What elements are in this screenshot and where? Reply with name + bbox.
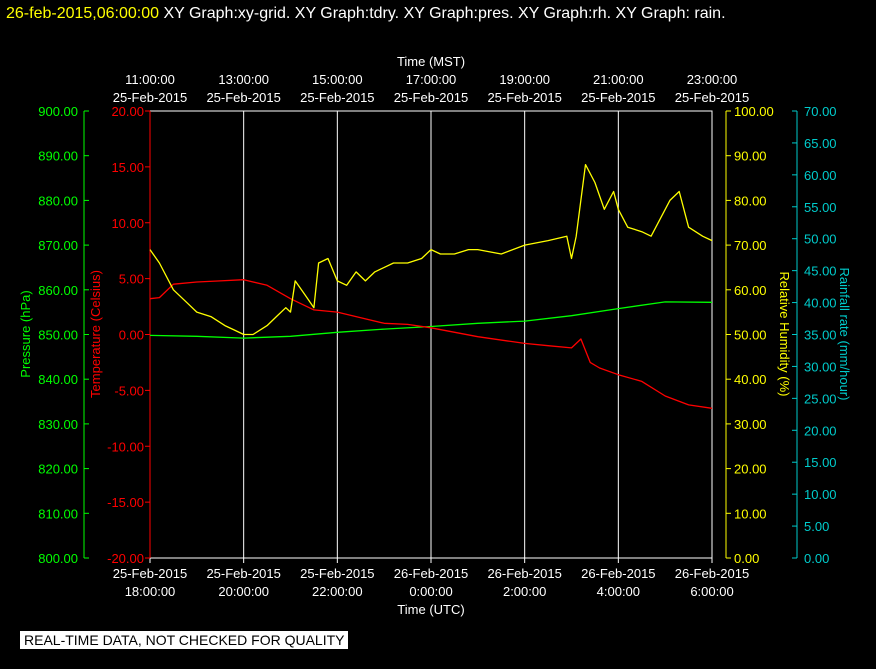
- rainfall-tick-label: 25.00: [804, 391, 837, 406]
- top-tick-date-label: 25-Feb-2015: [675, 90, 749, 105]
- humidity-tick-label: 30.00: [734, 417, 767, 432]
- humidity-series-line: [149, 163, 713, 336]
- temperature-tick-label: 15.00: [111, 160, 144, 175]
- top-tick-date-label: 25-Feb-2015: [394, 90, 468, 105]
- humidity-axis-title: Relative Humidity (%): [777, 272, 792, 397]
- rainfall-tick-label: 40.00: [804, 296, 837, 311]
- rainfall-tick-label: 70.00: [804, 104, 837, 119]
- humidity-tick-label: 70.00: [734, 238, 767, 253]
- rainfall-tick-label: 60.00: [804, 168, 837, 183]
- top-tick-date-label: 25-Feb-2015: [581, 90, 655, 105]
- temperature-axis-title: Temperature (Celsius): [88, 270, 103, 398]
- pressure-tick-label: 830.00: [38, 417, 78, 432]
- bottom-tick-date-label: 25-Feb-2015: [206, 566, 280, 581]
- bottom-tick-time-label: 22:00:00: [312, 584, 363, 599]
- quality-banner: REAL-TIME DATA, NOT CHECKED FOR QUALITY: [20, 631, 349, 649]
- top-tick-time-label: 23:00:00: [687, 72, 738, 87]
- bottom-tick-date-label: 26-Feb-2015: [675, 566, 749, 581]
- bottom-tick-time-label: 20:00:00: [218, 584, 269, 599]
- temperature-tick-label: 10.00: [111, 216, 144, 231]
- top-axis-title: Time (MST): [397, 54, 465, 69]
- top-tick-date-label: 25-Feb-2015: [206, 90, 280, 105]
- temperature-tick-label: -5.00: [114, 383, 144, 398]
- temperature-tick-label: -10.00: [107, 439, 144, 454]
- humidity-tick-label: 40.00: [734, 372, 767, 387]
- top-tick-time-label: 11:00:00: [125, 72, 175, 87]
- rainfall-tick-label: 30.00: [804, 359, 837, 374]
- top-tick-time-label: 17:00:00: [406, 72, 457, 87]
- bottom-tick-time-label: 2:00:00: [503, 584, 546, 599]
- rainfall-tick-label: 0.00: [804, 551, 829, 566]
- top-tick-date-label: 25-Feb-2015: [487, 90, 561, 105]
- top-tick-date-label: 25-Feb-2015: [300, 90, 374, 105]
- top-tick-date-label: 25-Feb-2015: [113, 90, 187, 105]
- rainfall-tick-label: 15.00: [804, 455, 837, 470]
- pressure-tick-label: 820.00: [38, 462, 78, 477]
- temperature-tick-label: 20.00: [111, 104, 144, 119]
- humidity-tick-label: 60.00: [734, 283, 767, 298]
- temperature-tick-label: -20.00: [107, 551, 144, 566]
- graph-titles: XY Graph:xy-grid. XY Graph:tdry. XY Grap…: [163, 5, 726, 22]
- bottom-axis-title: Time (UTC): [397, 602, 464, 617]
- pressure-tick-label: 870.00: [38, 238, 78, 253]
- humidity-tick-label: 0.00: [734, 551, 759, 566]
- pressure-tick-label: 850.00: [38, 328, 78, 343]
- top-tick-time-label: 19:00:00: [499, 72, 550, 87]
- bottom-tick-date-label: 25-Feb-2015: [300, 566, 374, 581]
- bottom-tick-time-label: 4:00:00: [597, 584, 640, 599]
- rainfall-tick-label: 55.00: [804, 200, 837, 215]
- top-tick-time-label: 21:00:00: [593, 72, 644, 87]
- temperature-tick-label: 0.00: [119, 328, 144, 343]
- rainfall-tick-label: 45.00: [804, 264, 837, 279]
- chart-title-bar: 26-feb-2015,06:00:00 XY Graph:xy-grid. X…: [6, 2, 866, 26]
- bottom-tick-date-label: 26-Feb-2015: [394, 566, 468, 581]
- pressure-axis-title: Pressure (hPa): [18, 290, 33, 377]
- temperature-series-line: [149, 279, 713, 409]
- humidity-tick-label: 10.00: [734, 506, 767, 521]
- bottom-tick-date-label: 26-Feb-2015: [581, 566, 655, 581]
- rainfall-tick-label: 20.00: [804, 423, 837, 438]
- pressure-series-line: [149, 301, 713, 339]
- humidity-tick-label: 20.00: [734, 462, 767, 477]
- temperature-tick-label: -15.00: [107, 495, 144, 510]
- timestamp-label: 26-feb-2015,06:00:00: [6, 5, 160, 22]
- rainfall-tick-label: 65.00: [804, 136, 837, 151]
- rainfall-axis-title: Rainfall rate (mm/hour): [837, 268, 852, 401]
- pressure-tick-label: 800.00: [38, 551, 78, 566]
- humidity-tick-label: 50.00: [734, 328, 767, 343]
- top-tick-time-label: 15:00:00: [312, 72, 363, 87]
- pressure-tick-label: 900.00: [38, 104, 78, 119]
- bottom-tick-time-label: 18:00:00: [125, 584, 176, 599]
- bottom-tick-time-label: 6:00:00: [690, 584, 733, 599]
- bottom-tick-time-label: 0:00:00: [409, 584, 452, 599]
- rainfall-tick-label: 35.00: [804, 328, 837, 343]
- pressure-tick-label: 810.00: [38, 506, 78, 521]
- bottom-tick-date-label: 25-Feb-2015: [113, 566, 187, 581]
- bottom-tick-date-label: 26-Feb-2015: [487, 566, 561, 581]
- top-tick-time-label: 13:00:00: [218, 72, 269, 87]
- humidity-tick-label: 80.00: [734, 193, 767, 208]
- pressure-tick-label: 840.00: [38, 372, 78, 387]
- rainfall-tick-label: 10.00: [804, 487, 837, 502]
- pressure-tick-label: 860.00: [38, 283, 78, 298]
- temperature-tick-label: 5.00: [119, 272, 144, 287]
- humidity-tick-label: 100.00: [734, 104, 774, 119]
- rainfall-tick-label: 50.00: [804, 232, 837, 247]
- pressure-tick-label: 880.00: [38, 193, 78, 208]
- rainfall-tick-label: 5.00: [804, 519, 829, 534]
- humidity-tick-label: 90.00: [734, 149, 767, 164]
- pressure-tick-label: 890.00: [38, 149, 78, 164]
